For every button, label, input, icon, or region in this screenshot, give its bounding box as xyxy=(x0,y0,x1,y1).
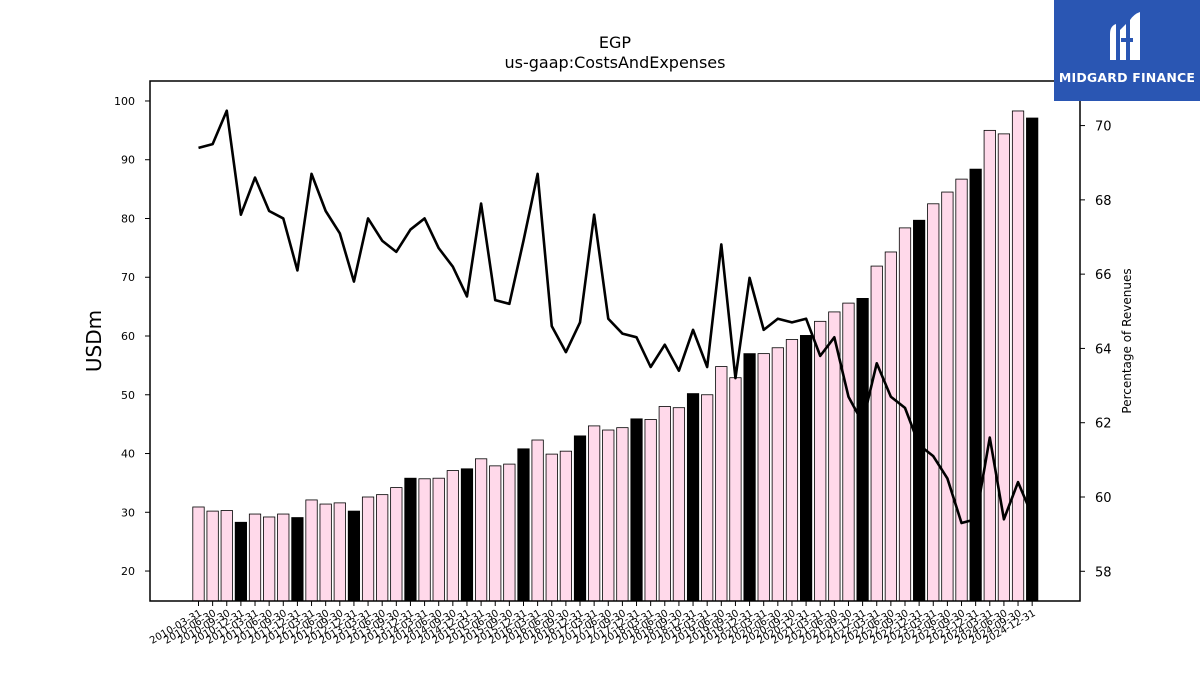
bar xyxy=(955,178,968,602)
bar xyxy=(588,425,601,602)
chart-title: EGP xyxy=(599,33,632,52)
bar xyxy=(644,419,657,602)
bar xyxy=(757,353,770,602)
bar xyxy=(517,448,530,602)
y-right-tick-label: 66 xyxy=(1095,268,1112,283)
bar xyxy=(291,517,304,602)
bar xyxy=(573,435,587,602)
y-tick-label: 70 xyxy=(121,271,135,284)
bar xyxy=(432,477,445,602)
bar xyxy=(686,393,700,602)
y-right-tick-label: 62 xyxy=(1095,417,1112,432)
bar xyxy=(997,133,1011,602)
y-tick-label: 50 xyxy=(121,389,135,402)
bar xyxy=(220,510,233,602)
bar xyxy=(277,513,290,602)
y-tick-label: 60 xyxy=(121,330,135,343)
y-right-tick-label: 68 xyxy=(1095,194,1112,209)
bar xyxy=(263,516,276,602)
bars-layer xyxy=(192,110,1039,602)
bar xyxy=(927,203,940,602)
bar xyxy=(941,191,954,602)
y-axis-left: 20 30 40 50 60 70 80 90 100 xyxy=(114,95,150,578)
bar xyxy=(559,450,572,602)
bar xyxy=(785,339,799,602)
bar xyxy=(460,468,474,602)
bar xyxy=(418,478,431,602)
y-tick-label: 30 xyxy=(121,506,135,519)
y-axis-right: 58 60 62 64 66 68 70 xyxy=(1080,120,1112,580)
bar xyxy=(658,406,671,602)
bar xyxy=(390,487,403,602)
bar xyxy=(616,427,629,602)
y-tick-label: 40 xyxy=(121,448,135,461)
bar xyxy=(474,458,488,602)
bar xyxy=(814,320,827,602)
bar xyxy=(1026,117,1039,602)
bar xyxy=(248,513,262,602)
x-axis: 2010-03-312010-06-302010-09-302010-12-31… xyxy=(148,601,1038,647)
bar xyxy=(672,407,686,602)
logo-mark-icon xyxy=(1110,12,1140,60)
y-axis-label-right: Percentage of Revenues xyxy=(1120,268,1134,413)
bar xyxy=(884,251,897,602)
bar xyxy=(913,219,926,602)
bar xyxy=(729,377,742,602)
bar xyxy=(743,353,756,602)
bar xyxy=(206,510,219,602)
bar xyxy=(376,494,389,602)
y-tick-label: 80 xyxy=(121,212,135,225)
bar xyxy=(489,465,502,602)
bar xyxy=(602,429,615,602)
bar xyxy=(305,499,318,602)
percentage-line xyxy=(198,109,1034,525)
chart-subtitle: us-gaap:CostsAndExpenses xyxy=(505,53,726,72)
bar xyxy=(1011,110,1025,602)
bar xyxy=(701,394,714,602)
bar xyxy=(404,477,417,602)
bar xyxy=(531,439,544,602)
line-layer xyxy=(198,109,1034,525)
bar xyxy=(870,265,883,602)
bar xyxy=(898,227,912,602)
bar xyxy=(856,297,869,602)
bar xyxy=(545,453,558,602)
bar xyxy=(969,168,982,602)
bar xyxy=(630,418,643,602)
bar xyxy=(842,302,855,602)
bar xyxy=(983,129,996,602)
bar xyxy=(319,503,332,602)
y-right-tick-label: 70 xyxy=(1095,120,1112,135)
y-axis-label-left: USDm xyxy=(82,310,106,372)
y-tick-label: 90 xyxy=(121,154,135,167)
bar xyxy=(503,463,516,602)
bar xyxy=(333,502,346,602)
bar xyxy=(799,335,813,602)
bar xyxy=(446,470,459,602)
y-right-tick-label: 60 xyxy=(1095,491,1112,506)
plot-frame xyxy=(149,80,1081,602)
logo-text: MIDGARD FINANCE xyxy=(1058,70,1196,85)
bar xyxy=(715,366,728,602)
bar xyxy=(361,496,375,602)
bar xyxy=(234,521,247,602)
y-right-tick-label: 58 xyxy=(1095,565,1112,580)
bar xyxy=(192,506,205,602)
y-tick-label: 20 xyxy=(121,565,135,578)
bar xyxy=(771,347,784,602)
y-right-tick-label: 64 xyxy=(1095,342,1112,357)
y-tick-label: 100 xyxy=(114,95,135,108)
brand-logo: MIDGARD FINANCE xyxy=(1054,0,1200,101)
bar xyxy=(347,510,361,602)
